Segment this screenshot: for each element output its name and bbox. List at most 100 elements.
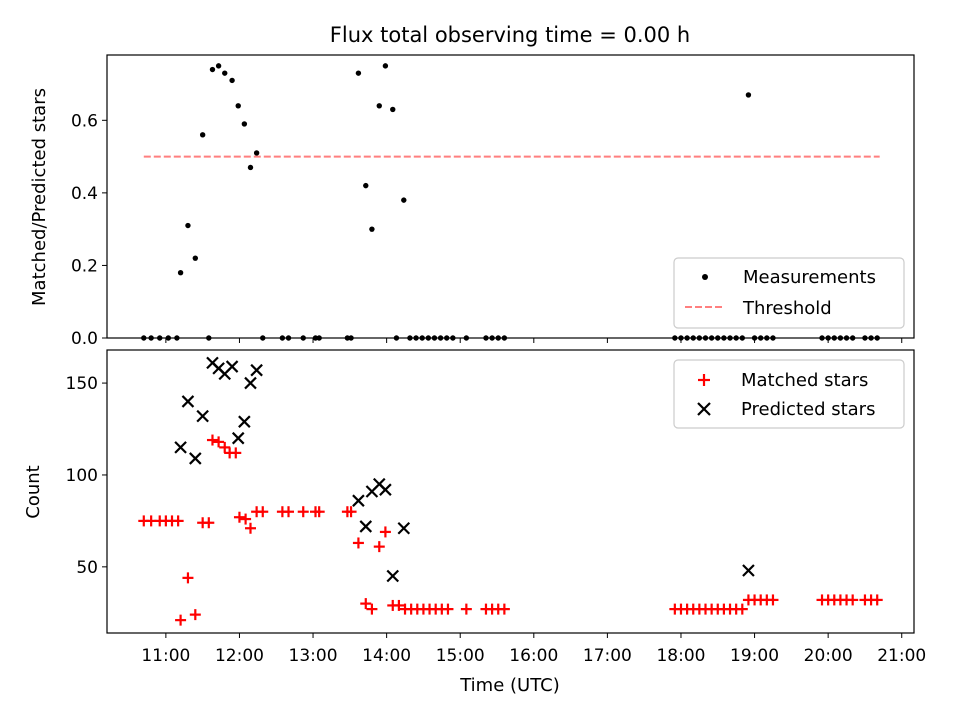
measurement-point bbox=[745, 92, 752, 98]
measurement-point bbox=[247, 164, 254, 171]
top-y-tick-label: 0.2 bbox=[71, 256, 98, 276]
matched-star-point bbox=[172, 515, 184, 527]
measurement-point bbox=[192, 255, 199, 261]
x-tick-label: 15:00 bbox=[436, 646, 485, 666]
measurement-point bbox=[241, 121, 248, 127]
measurement-point bbox=[199, 132, 206, 138]
legend-label-matched-stars: Matched stars bbox=[741, 370, 868, 391]
predicted-star-point bbox=[174, 441, 187, 454]
matched-star-point bbox=[366, 603, 378, 615]
matched-star-point bbox=[847, 594, 859, 606]
matched-star-point bbox=[373, 541, 385, 553]
predicted-star-point bbox=[742, 564, 755, 577]
measurement-point bbox=[401, 197, 407, 203]
predicted-star-point bbox=[250, 363, 263, 377]
predicted-star-point bbox=[196, 409, 209, 423]
x-axis-label: Time (UTC) bbox=[459, 675, 560, 696]
top-y-tick-label: 0.4 bbox=[71, 184, 98, 204]
measurement-point bbox=[185, 222, 191, 229]
predicted-star-point bbox=[386, 569, 400, 583]
matched-star-point bbox=[871, 594, 883, 606]
predicted-star-point bbox=[359, 520, 373, 533]
measurement-point bbox=[222, 70, 228, 76]
top-y-tick-label: 0.0 bbox=[71, 329, 98, 349]
measurement-point bbox=[215, 63, 222, 69]
bottom-axis-ticks: 11:00 12:00 13:00 14:00 15:00 16:00 17:00 18:00… bbox=[66, 374, 927, 666]
matched-star-point bbox=[203, 517, 215, 529]
x-tick-label: 18:00 bbox=[656, 646, 705, 666]
bottom-y-tick-label: 150 bbox=[66, 374, 98, 394]
measurement-point bbox=[390, 106, 396, 113]
top-y-axis-label: Matched/Predicted stars bbox=[29, 88, 50, 306]
matched-star-point bbox=[189, 609, 201, 621]
x-tick-label: 16:00 bbox=[509, 646, 558, 666]
bottom-y-tick-label: 100 bbox=[66, 466, 98, 486]
bottom-panel: 11:00 12:00 13:00 14:00 15:00 16:00 17:00 18:00… bbox=[23, 349, 927, 696]
x-tick-label: 12:00 bbox=[215, 646, 264, 666]
matched-star-point bbox=[352, 537, 364, 549]
x-tick-label: 19:00 bbox=[730, 646, 779, 666]
x-tick-label: 14:00 bbox=[362, 646, 411, 666]
top-legend-box bbox=[673, 257, 905, 329]
predicted-star-point bbox=[397, 521, 411, 535]
matched-star-point bbox=[230, 447, 242, 459]
legend-label-measurements: Measurements bbox=[743, 267, 876, 288]
matched-star-point bbox=[219, 441, 231, 453]
predicted-star-point bbox=[238, 415, 251, 428]
legend-label-threshold: Threshold bbox=[742, 298, 832, 319]
top-axis-ticks: 0.0 0.2 0.4 0.6 bbox=[71, 111, 903, 349]
predicted-star-point bbox=[244, 376, 257, 390]
bottom-plot-area bbox=[138, 356, 883, 626]
predicted-star-point bbox=[181, 395, 195, 408]
top-axes-frame bbox=[106, 54, 915, 339]
x-tick-label: 13:00 bbox=[289, 646, 338, 666]
matched-star-point bbox=[498, 603, 510, 615]
x-tick-label: 20:00 bbox=[804, 646, 853, 666]
matched-star-point bbox=[244, 522, 256, 534]
matched-star-point bbox=[283, 506, 295, 518]
measurement-point bbox=[229, 77, 235, 84]
legend-marker-matched-stars bbox=[698, 374, 710, 386]
measurement-point bbox=[177, 269, 184, 276]
matched-star-point bbox=[393, 599, 405, 611]
measurement-point bbox=[363, 182, 369, 189]
legend-marker-predicted-stars bbox=[697, 402, 711, 416]
top-panel: 0.0 0.2 0.4 0.6 Matched/Predicted stars Mea… bbox=[29, 54, 915, 349]
measurement-point bbox=[253, 150, 260, 156]
matched-star-point bbox=[182, 572, 194, 584]
measurement-point bbox=[355, 70, 362, 76]
bottom-axes-frame bbox=[106, 349, 915, 634]
matched-star-point bbox=[736, 603, 748, 615]
x-tick-label: 11:00 bbox=[141, 646, 190, 666]
predicted-star-point bbox=[231, 431, 245, 445]
measurement-point bbox=[209, 66, 216, 73]
x-tick-label: 17:00 bbox=[583, 646, 632, 666]
matched-star-point bbox=[360, 598, 372, 610]
matched-star-point bbox=[233, 511, 245, 523]
matched-star-point bbox=[213, 436, 225, 448]
matched-star-point bbox=[460, 603, 472, 615]
predicted-star-point bbox=[379, 483, 392, 496]
chart-title: Flux total observing time = 0.00 h bbox=[330, 23, 690, 47]
matched-star-point bbox=[345, 506, 357, 518]
matched-star-point bbox=[442, 603, 454, 615]
top-legend: Measurements Threshold bbox=[673, 257, 905, 329]
matched-star-point bbox=[379, 526, 391, 538]
bottom-legend-box bbox=[673, 359, 905, 429]
measurement-point bbox=[382, 63, 389, 69]
measurement-point bbox=[376, 103, 382, 109]
matched-star-point bbox=[313, 506, 325, 518]
matched-star-point bbox=[175, 614, 187, 626]
predicted-star-point bbox=[352, 494, 365, 507]
top-y-tick-label: 0.6 bbox=[71, 111, 98, 131]
bottom-legend: Matched stars Predicted stars bbox=[673, 359, 905, 429]
matched-star-point bbox=[257, 506, 269, 518]
predicted-star-point bbox=[225, 360, 239, 373]
matched-star-point bbox=[297, 506, 309, 518]
bottom-y-tick-label: 50 bbox=[76, 558, 98, 578]
matched-star-point bbox=[206, 434, 218, 446]
legend-marker-measurements bbox=[702, 274, 708, 280]
measurement-point bbox=[235, 103, 241, 109]
matched-star-point bbox=[240, 513, 252, 525]
